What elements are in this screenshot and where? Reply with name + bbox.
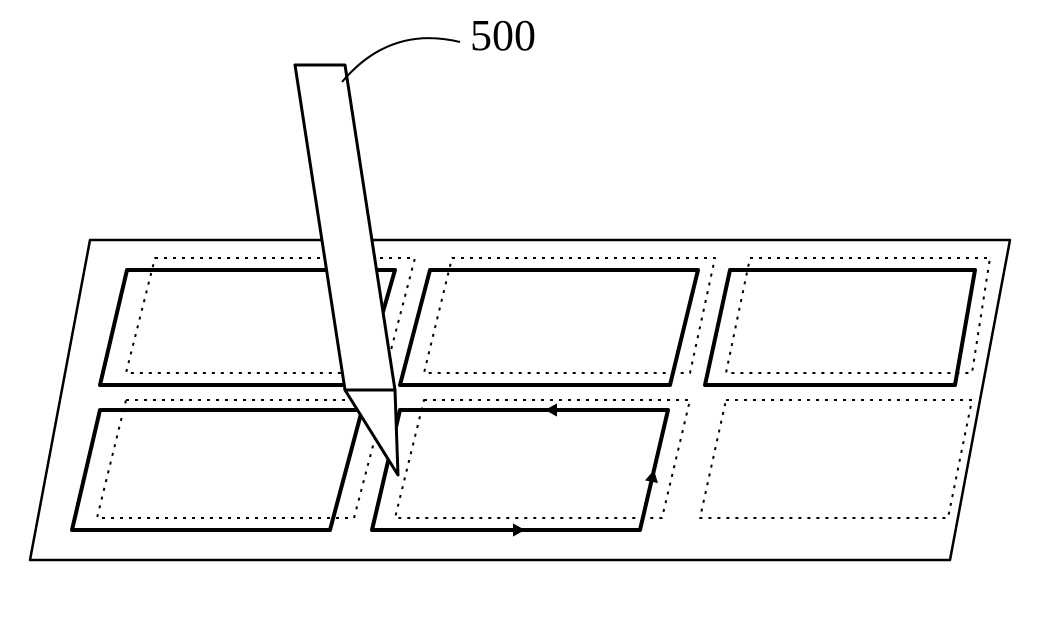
label-leader <box>342 38 460 82</box>
diagram-canvas: 500 <box>0 0 1048 632</box>
label-500: 500 <box>470 11 536 60</box>
